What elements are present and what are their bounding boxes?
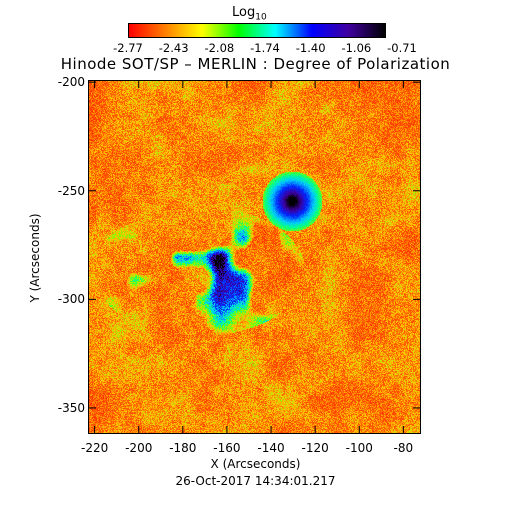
x-tick-label: -80 — [393, 441, 414, 455]
colorbar-tick-label: -1.40 — [295, 41, 326, 55]
y-tick-label: -300 — [57, 292, 85, 307]
colorbar-tick-label: -2.77 — [113, 41, 143, 55]
colorbar-tick-label: -2.43 — [158, 41, 189, 55]
colorbar-tick-label: -1.06 — [341, 41, 372, 55]
y-tick-label: -250 — [57, 183, 85, 198]
polarization-map-image — [89, 81, 420, 433]
plot-title: Hinode SOT/SP – MERLIN : Degree of Polar… — [60, 55, 451, 73]
x-tick-label: -100 — [345, 441, 373, 455]
x-axis-label: X (Arcseconds) — [210, 457, 301, 471]
observation-timestamp: 26-Oct-2017 14:34:01.217 — [175, 474, 336, 488]
colorbar-label-text: Log — [232, 5, 256, 20]
y-tick-label: -200 — [57, 75, 85, 90]
x-tick-label: -120 — [301, 441, 329, 455]
y-axis-label: Y (Arcseconds) — [28, 213, 42, 303]
x-tick-label: -200 — [125, 441, 153, 455]
colorbar-tick-label: -1.74 — [250, 41, 280, 55]
colorbar-ticks: -2.77 -2.43 -2.08 -1.74 -1.40 -1.06 -0.71 — [88, 41, 428, 55]
x-tick-label: -180 — [169, 441, 197, 455]
colorbar-tick-label: -2.08 — [204, 41, 235, 55]
x-tick-label: -140 — [257, 441, 285, 455]
x-tick-label: -220 — [80, 441, 109, 455]
polarization-map-frame — [88, 80, 421, 434]
x-tick-label: -160 — [213, 441, 241, 455]
colorbar — [128, 23, 386, 38]
y-tick-label: -350 — [57, 400, 85, 415]
colorbar-label: Log10 — [232, 6, 267, 25]
colorbar-tick-label: -0.71 — [387, 41, 417, 55]
colorbar-label-subscript: 10 — [255, 12, 267, 23]
